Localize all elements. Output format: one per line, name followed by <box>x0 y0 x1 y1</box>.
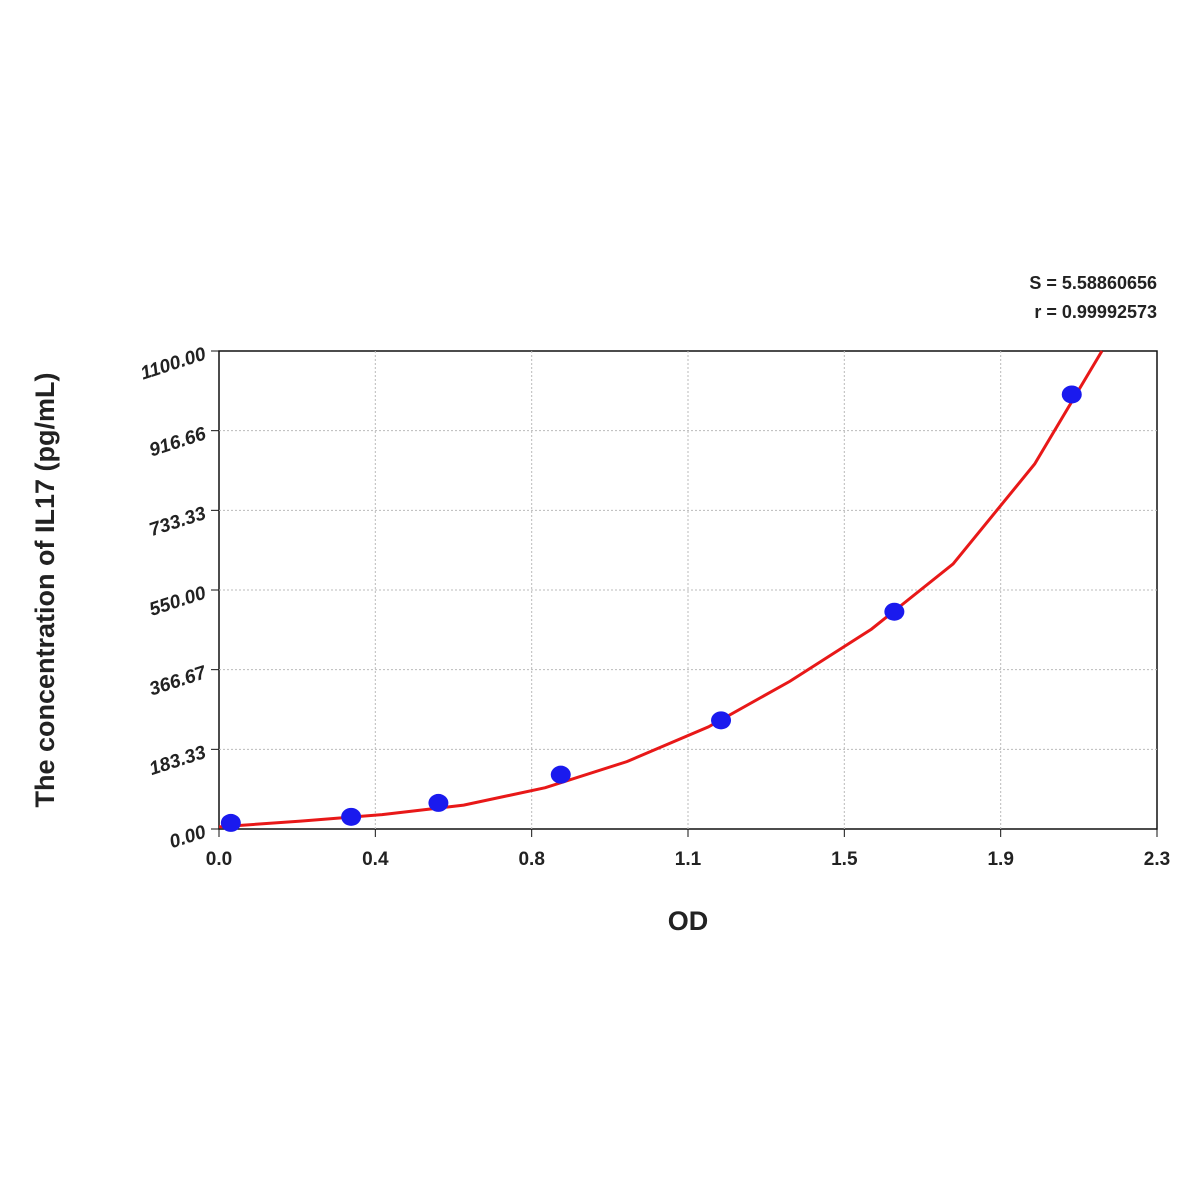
x-tick-label: 1.9 <box>987 849 1013 870</box>
x-tick-label: 1.5 <box>831 849 858 870</box>
data-point <box>884 602 905 621</box>
x-tick-label: 0.8 <box>518 849 544 870</box>
x-tick-label: 2.3 <box>1144 849 1170 870</box>
x-tick-label: 0.4 <box>362 849 389 870</box>
data-point <box>220 813 241 832</box>
x-tick-label: 1.1 <box>675 849 702 870</box>
fit-curve <box>219 350 1104 829</box>
x-tick-label: 0.0 <box>206 849 232 870</box>
y-axis-title: The concentration of IL17 (pg/mL) <box>30 372 60 807</box>
y-tick-label: 733.33 <box>147 503 209 541</box>
y-tick-label: 183.33 <box>147 742 209 780</box>
annotation: S = 5.58860656 <box>1029 273 1157 293</box>
data-point <box>1061 385 1082 404</box>
annotation: r = 0.99992573 <box>1034 302 1157 322</box>
y-tick-label: 550.00 <box>147 583 209 621</box>
y-tick-label: 1100.00 <box>138 344 209 385</box>
x-axis-title: OD <box>668 906 709 936</box>
data-point <box>711 711 732 730</box>
data-point <box>550 765 571 784</box>
data-point <box>341 807 362 826</box>
y-tick-label: 0.00 <box>167 822 209 854</box>
data-point <box>428 793 449 812</box>
y-tick-label: 366.67 <box>147 662 210 700</box>
y-tick-label: 916.66 <box>147 423 209 461</box>
